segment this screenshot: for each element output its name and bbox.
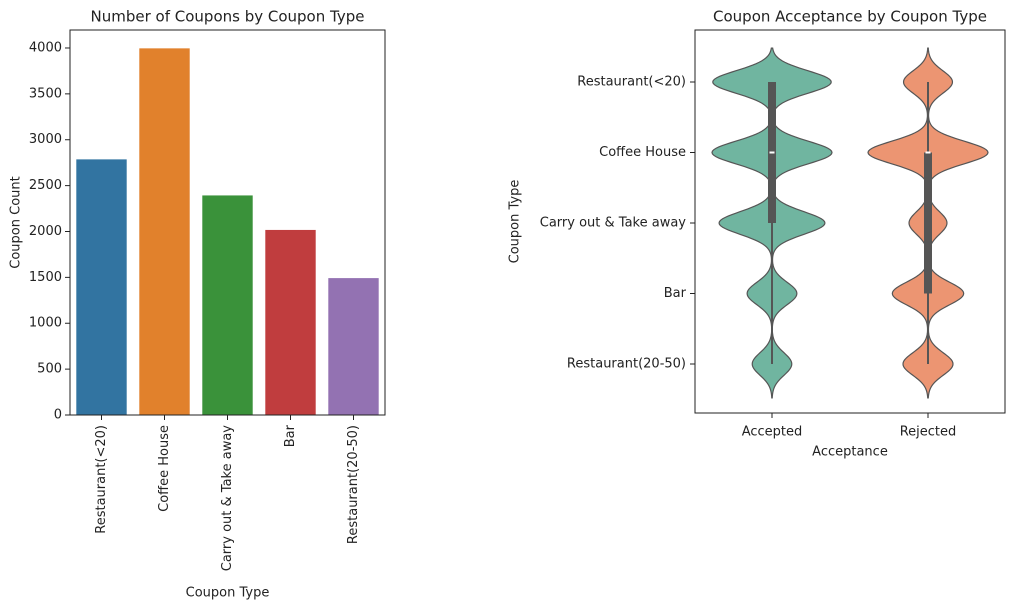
y-tick-label: Restaurant(<20) bbox=[577, 75, 686, 90]
x-tick-label: Carry out & Take away bbox=[220, 425, 235, 572]
x-tick-label: Rejected bbox=[900, 425, 957, 440]
box bbox=[924, 152, 932, 294]
y-tick-label: 2500 bbox=[29, 178, 62, 193]
y-axis-label: Coupon Count bbox=[9, 176, 24, 268]
x-tick-label: Restaurant(20-50) bbox=[346, 425, 361, 544]
x-axis-label: Coupon Type bbox=[186, 586, 270, 601]
x-tick-label: Coffee House bbox=[157, 425, 172, 512]
y-tick-label: Bar bbox=[664, 286, 687, 301]
bar bbox=[328, 278, 379, 415]
bar bbox=[139, 48, 190, 416]
bar bbox=[202, 195, 253, 415]
x-tick-label: Restaurant(<20) bbox=[94, 425, 109, 534]
x-tick-label: Accepted bbox=[742, 425, 803, 440]
bar bbox=[76, 159, 127, 415]
x-tick-label: Bar bbox=[283, 424, 298, 447]
y-tick-label: 2000 bbox=[29, 224, 62, 239]
y-tick-label: 3000 bbox=[29, 132, 62, 147]
y-tick-label: Carry out & Take away bbox=[540, 216, 687, 231]
axes-frame bbox=[694, 29, 1006, 414]
bar bbox=[265, 229, 316, 415]
axes-frame bbox=[69, 29, 386, 416]
y-axis-label: Coupon Type bbox=[508, 180, 523, 264]
y-tick-label: 3500 bbox=[29, 86, 62, 101]
y-tick-label: Restaurant(20-50) bbox=[567, 357, 686, 372]
y-tick-label: 1500 bbox=[29, 270, 62, 285]
y-tick-label: 0 bbox=[54, 408, 62, 423]
x-axis-label: Acceptance bbox=[812, 445, 888, 460]
chart-title: Coupon Acceptance by Coupon Type bbox=[713, 8, 987, 26]
y-tick-label: 1000 bbox=[29, 316, 62, 331]
y-tick-label: 4000 bbox=[29, 40, 62, 55]
y-tick-label: Coffee House bbox=[599, 145, 686, 160]
y-tick-label: 500 bbox=[37, 362, 62, 377]
chart-title: Number of Coupons by Coupon Type bbox=[91, 8, 365, 26]
